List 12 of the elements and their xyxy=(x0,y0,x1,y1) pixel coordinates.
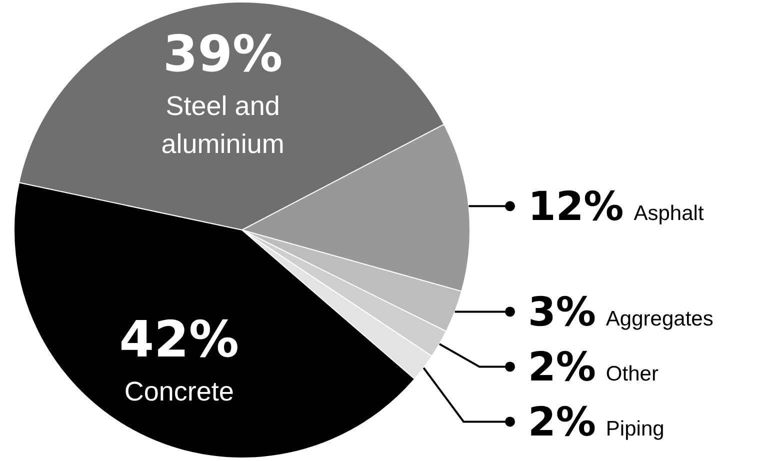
slice-label: Steel and aluminium xyxy=(161,90,284,159)
slice-label: Other xyxy=(606,362,658,386)
data-label: 39% xyxy=(162,24,283,83)
data-label: 42% xyxy=(119,310,239,369)
data-label: 2% xyxy=(528,400,596,446)
slice-label: Piping xyxy=(606,418,664,441)
slice-label: Aggregates xyxy=(606,308,714,331)
data-label: 2% xyxy=(528,344,596,391)
data-label: 3% xyxy=(528,290,596,336)
data-label: 12% xyxy=(528,184,624,230)
slice-label: Asphalt xyxy=(634,202,704,226)
slice-label: Concrete xyxy=(124,376,234,407)
